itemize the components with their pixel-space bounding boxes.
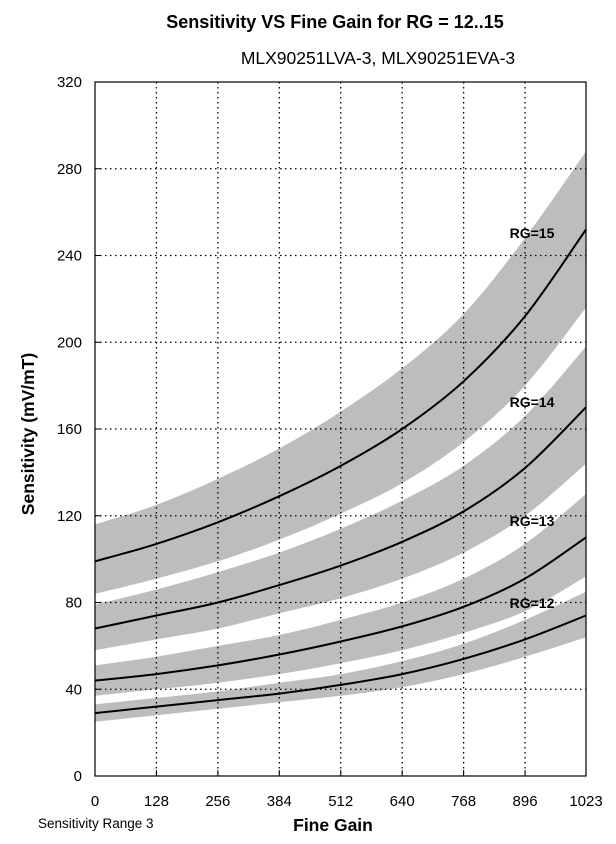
y-tick-label: 160: [57, 421, 82, 438]
series-line-rg-14: [94, 406, 587, 630]
y-tick-label: 200: [57, 334, 82, 351]
y-tick-label: 320: [57, 74, 82, 91]
series-label-rg-15: RG=15: [510, 225, 555, 241]
y-tick-label: 280: [57, 161, 82, 178]
x-tick-label: 1023: [569, 793, 602, 810]
series-lines: [94, 228, 587, 715]
x-tick-label: 256: [205, 793, 230, 810]
series-label-rg-12: RG=12: [510, 595, 555, 611]
x-tick-label: 768: [451, 793, 476, 810]
grid-lines: [95, 82, 586, 776]
series-line-rg-13: [94, 536, 587, 682]
x-tick-label: 896: [513, 793, 538, 810]
series-label-rg-14: RG=14: [510, 394, 555, 410]
y-tick-label: 40: [65, 681, 82, 698]
chart-title: Sensitivity VS Fine Gain for RG = 12..15: [166, 12, 504, 32]
x-tick-label: 0: [91, 793, 99, 810]
y-tick-label: 0: [74, 768, 82, 785]
x-tick-label: 128: [144, 793, 169, 810]
y-tick-label: 120: [57, 508, 82, 525]
series-label-rg-13: RG=13: [510, 513, 555, 529]
series-line-rg-12: [94, 614, 587, 715]
series-labels: RG=12 RG=13 RG=14 RG=15: [510, 225, 555, 611]
y-tick-labels: 0 40 80 120 160 200 240 280 320: [57, 74, 101, 785]
chart-subtitle: MLX90251LVA-3, MLX90251EVA-3: [241, 48, 515, 68]
x-tick-label: 384: [267, 793, 292, 810]
sensitivity-range-note: Sensitivity Range 3: [38, 816, 154, 831]
y-tick-label: 80: [65, 595, 82, 612]
series-line-rg-15: [94, 228, 587, 563]
y-tick-label: 240: [57, 248, 82, 265]
x-tick-label: 640: [390, 793, 415, 810]
x-axis-label: Fine Gain: [293, 815, 373, 835]
tolerance-band-rg-14: [95, 346, 586, 651]
x-tick-label: 512: [328, 793, 353, 810]
y-axis-label: Sensitivity (mV/mT): [18, 353, 38, 515]
x-tick-labels: 0 128 256 384 512 640 768 896 1023: [91, 770, 603, 810]
